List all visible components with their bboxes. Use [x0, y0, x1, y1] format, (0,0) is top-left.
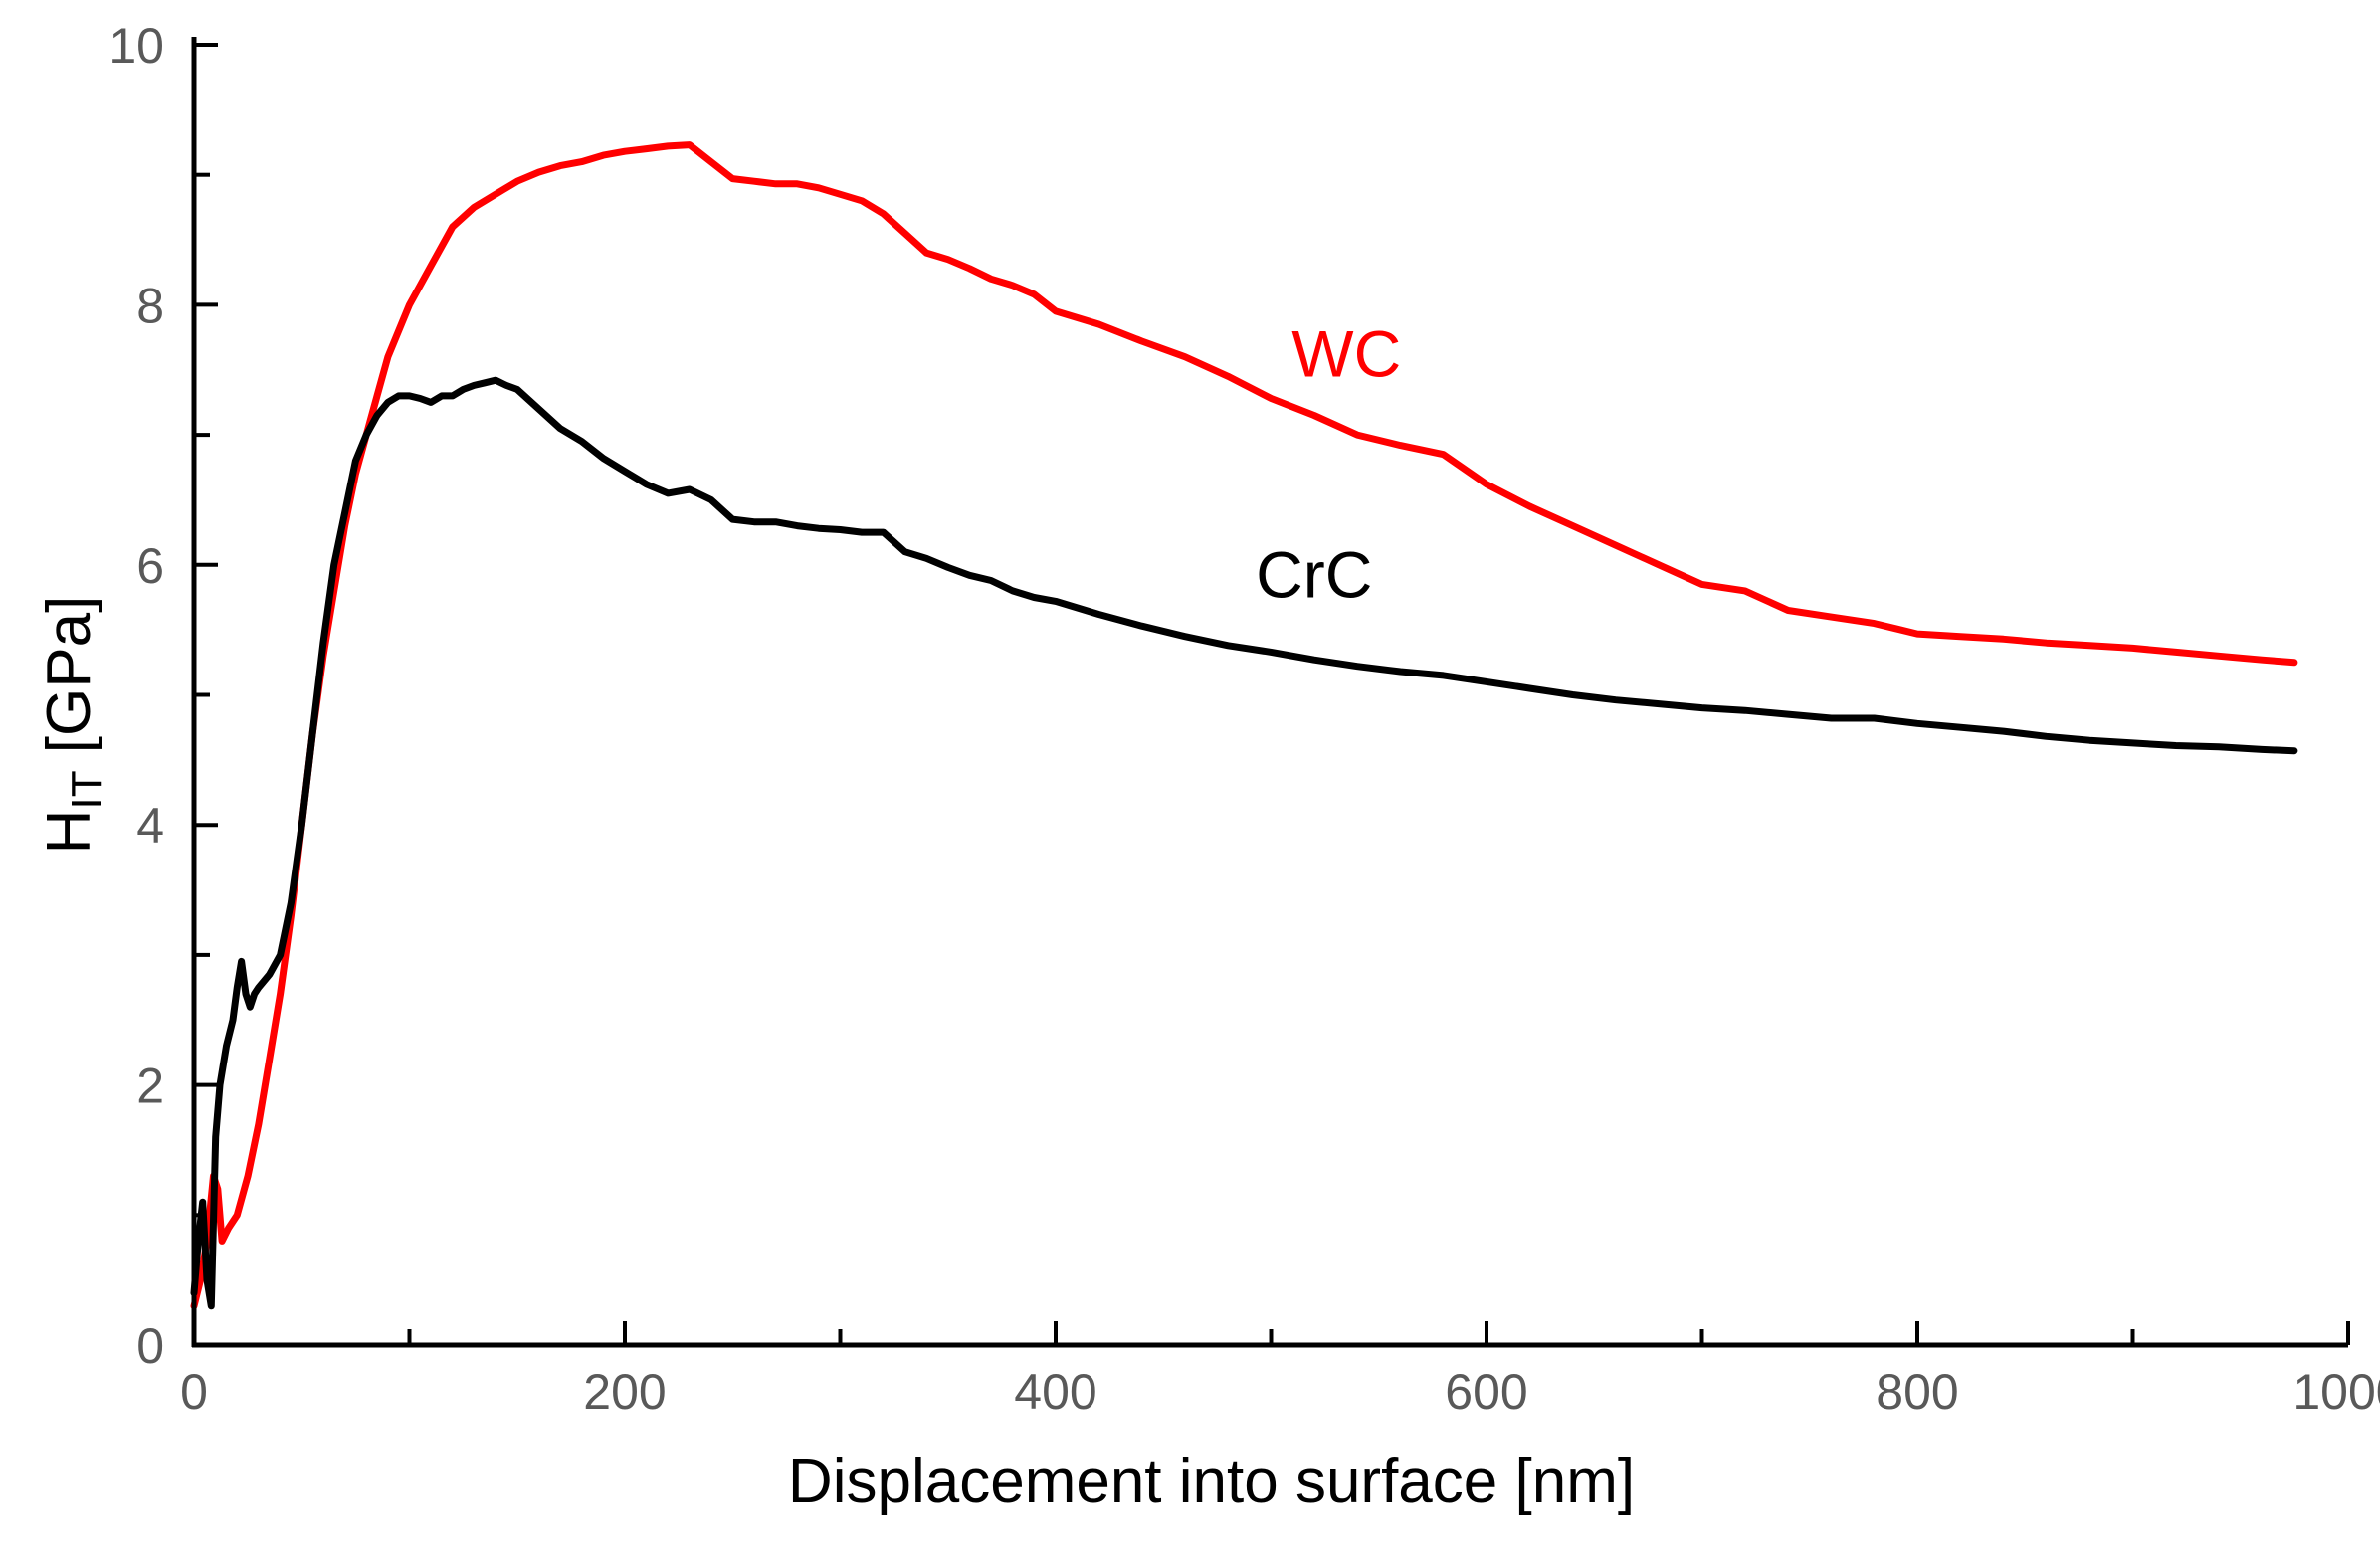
y-tick-label: 2 [136, 1059, 164, 1114]
x-tick-label: 0 [180, 1364, 208, 1420]
x-tick-label: 1000 [2292, 1364, 2380, 1420]
series-line-crc [190, 376, 2298, 1310]
y-tick-label: 4 [136, 798, 164, 854]
y-tick-label: 0 [136, 1318, 164, 1374]
y-tick-label: 10 [108, 18, 164, 74]
x-tick-label: 800 [1876, 1364, 1958, 1420]
y-tick-label: 6 [136, 538, 164, 594]
y-axis-title-subscript: IT [63, 770, 111, 809]
x-tick-label: 400 [1014, 1364, 1096, 1420]
y-tick-label: 8 [136, 278, 164, 333]
y-axis-title-main: H [35, 810, 103, 855]
series-label-crc: CrC [1256, 537, 1372, 611]
y-axis-title: HIT [GPa] [35, 596, 111, 855]
x-tick-label: 600 [1445, 1364, 1527, 1420]
data-series [190, 141, 2298, 1310]
axis-ticks [192, 43, 2350, 1347]
tick-labels: 0 2 4 6 8 10 0 200 400 600 800 1000 [108, 18, 2380, 1420]
x-tick-label: 200 [583, 1364, 666, 1420]
series-line-wc [190, 141, 2298, 1310]
x-axis-title: Displacement into surface [nm] [788, 1448, 1635, 1516]
series-label-wc: WC [1291, 316, 1401, 390]
y-axis-title-unit: [GPa] [35, 596, 103, 771]
